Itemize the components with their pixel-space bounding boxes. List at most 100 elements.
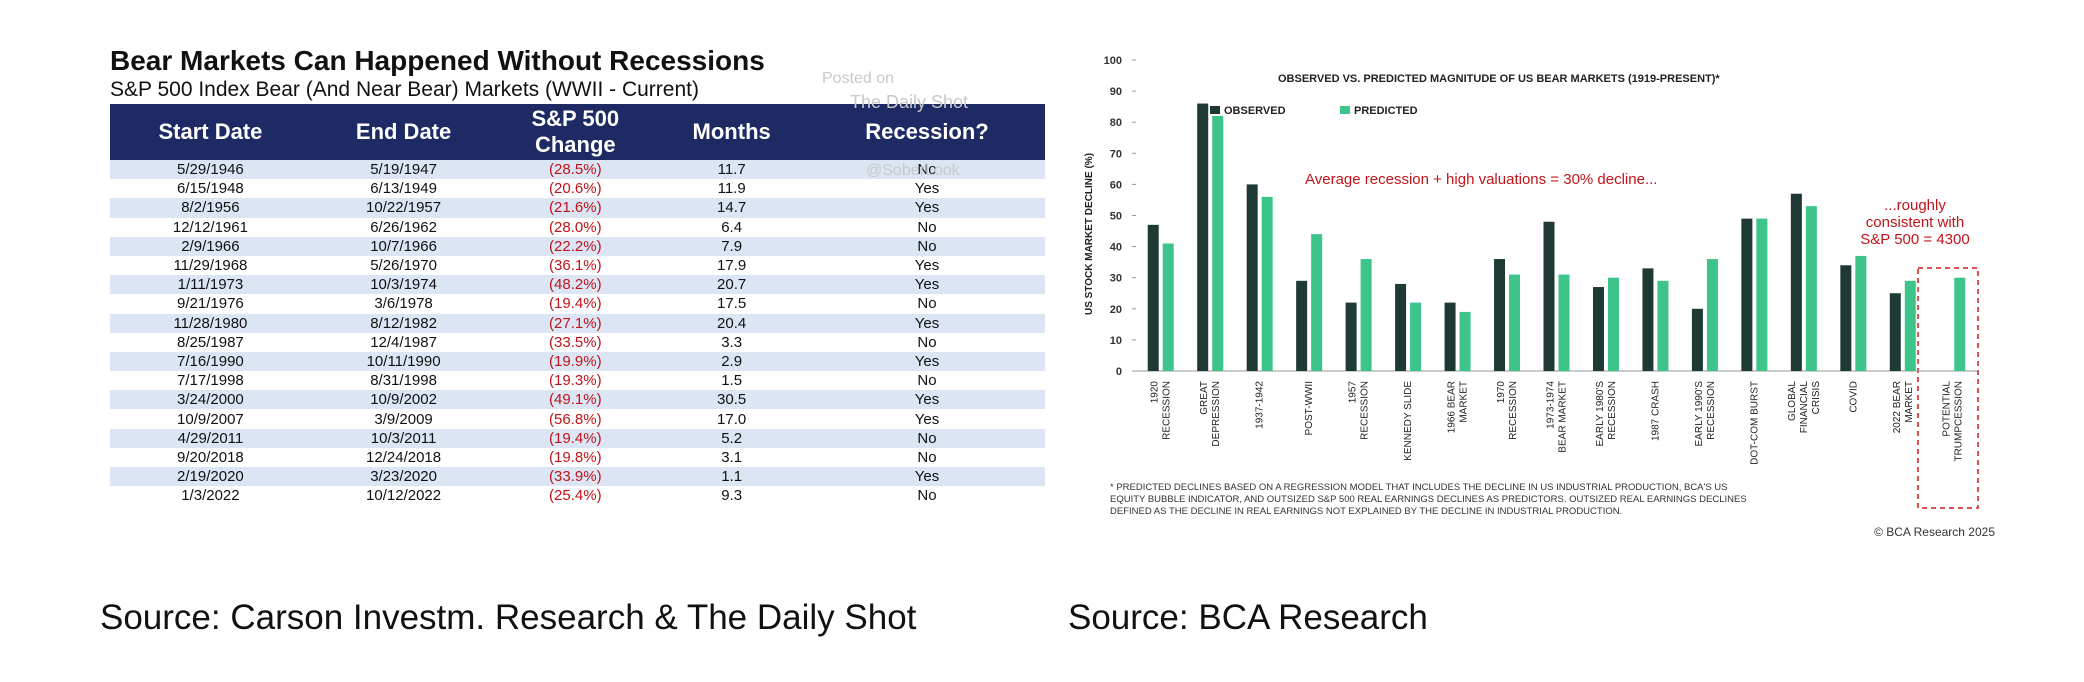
table-cell: 11/28/1980 <box>110 313 311 333</box>
bar <box>1360 259 1372 371</box>
table-cell: Yes <box>809 409 1045 429</box>
table-row: 12/12/1961 6/26/1962 (28.0%) 6.4 No <box>110 217 1045 237</box>
legend-swatch <box>1210 106 1220 114</box>
table-cell: No <box>809 294 1045 314</box>
table-cell: 3/23/2020 <box>310 467 497 487</box>
bar <box>1657 280 1669 371</box>
table-title: Bear Markets Can Happened Without Recess… <box>110 45 765 76</box>
bar <box>1855 255 1867 371</box>
bar <box>1558 274 1570 371</box>
x-tick-label: EARLY 1980'SRECESSION <box>1595 381 1618 447</box>
table-cell: 5/19/1947 <box>310 160 497 180</box>
bar <box>1261 196 1273 371</box>
bar <box>1607 277 1619 371</box>
table-cell: (19.4%) <box>496 428 655 448</box>
table-cell: (20.6%) <box>496 179 655 199</box>
table-cell: 20.7 <box>654 275 809 295</box>
table-cell: 6/13/1949 <box>310 179 497 199</box>
bar <box>1904 280 1916 371</box>
table-cell: (19.3%) <box>496 371 655 391</box>
table-cell: (48.2%) <box>496 275 655 295</box>
chart: OBSERVED VS. PREDICTED MAGNITUDE OF US B… <box>1084 55 1995 539</box>
table-cell: Yes <box>809 255 1045 276</box>
x-tick-label: 1957RECESSION <box>1348 381 1371 440</box>
table-cell: (27.1%) <box>496 313 655 333</box>
bar <box>1840 265 1852 371</box>
x-tick-label: EARLY 1990'SRECESSION <box>1694 381 1717 447</box>
table-cell: 10/3/1974 <box>310 275 497 295</box>
table-cell: 8/31/1998 <box>310 371 497 391</box>
table-row: 5/29/1946 5/19/1947 (28.5%) 11.7 No <box>110 160 1045 180</box>
column-header: Months <box>654 104 809 160</box>
credit: © BCA Research 2025 <box>1874 525 1995 539</box>
table-cell: 30.5 <box>654 390 809 410</box>
y-tick-label: 100 <box>1104 55 1122 67</box>
x-tick-label: 2022 BEARMARKET <box>1892 381 1915 433</box>
y-tick-label: 80 <box>1110 117 1122 129</box>
y-tick-label: 60 <box>1110 179 1122 191</box>
table-cell: (22.2%) <box>496 236 655 256</box>
table-cell: No <box>809 428 1045 448</box>
table-cell: Yes <box>809 275 1045 295</box>
table-row: 6/15/1948 6/13/1949 (20.6%) 11.9 Yes <box>110 179 1045 199</box>
bar <box>1345 302 1357 371</box>
y-tick-label: 70 <box>1110 148 1122 160</box>
table-row: 7/17/1998 8/31/1998 (19.3%) 1.5 No <box>110 371 1045 391</box>
x-tick-label: GREATDEPRESSION <box>1199 381 1222 447</box>
x-tick-label: KENNEDY SLIDE <box>1403 381 1414 461</box>
x-tick-label: 1970RECESSION <box>1496 381 1519 440</box>
table-cell: No <box>809 236 1045 256</box>
table-row: 10/9/2007 3/9/2009 (56.8%) 17.0 Yes <box>110 409 1045 429</box>
table-cell: (28.5%) <box>496 160 655 180</box>
table-cell: Yes <box>809 390 1045 410</box>
footnote: * PREDICTED DECLINES BASED ON A REGRESSI… <box>1110 482 1747 517</box>
table: Start Date End Date S&P 500 Change Months Re… <box>110 104 1045 506</box>
table-cell: 2/9/1966 <box>110 236 311 256</box>
table-row: 1/3/2022 10/12/2022 (25.4%) 9.3 No <box>110 486 1045 506</box>
table-cell: 1.1 <box>654 467 809 487</box>
table-cell: 7/16/1990 <box>110 351 311 372</box>
table-cell: 8/12/1982 <box>310 313 497 333</box>
table-cell: 17.0 <box>654 409 809 429</box>
table-cell: (19.8%) <box>496 447 655 467</box>
table-cell: (21.6%) <box>496 198 655 218</box>
table-cell: 6/26/1962 <box>310 217 497 237</box>
table-cell: 11.9 <box>654 179 809 199</box>
bar <box>1296 280 1308 371</box>
table-cell: 12/24/2018 <box>310 447 497 467</box>
y-tick-label: 30 <box>1110 273 1122 285</box>
bar <box>1756 218 1768 371</box>
table-cell: (25.4%) <box>496 486 655 506</box>
table-cell: 2.9 <box>654 351 809 372</box>
bar <box>1459 311 1471 371</box>
bar <box>1805 206 1817 371</box>
table-cell: No <box>809 447 1045 467</box>
table-cell: (49.1%) <box>496 390 655 410</box>
table-cell: No <box>809 217 1045 237</box>
table-cell: (56.8%) <box>496 409 655 429</box>
table-cell: 11/29/1968 <box>110 255 311 276</box>
table-cell: No <box>809 332 1045 352</box>
table-row: 2/19/2020 3/23/2020 (33.9%) 1.1 Yes <box>110 467 1045 487</box>
bar <box>1197 103 1209 371</box>
table-cell: 17.5 <box>654 294 809 314</box>
table-cell: 9/20/2018 <box>110 447 311 467</box>
y-tick-label: 10 <box>1110 335 1122 347</box>
table-cell: 1.5 <box>654 371 809 391</box>
bar <box>1509 274 1521 371</box>
table-cell: (19.9%) <box>496 351 655 372</box>
table-row: 3/24/2000 10/9/2002 (49.1%) 30.5 Yes <box>110 390 1045 410</box>
table-cell: 3/24/2000 <box>110 390 311 410</box>
table-cell: Yes <box>809 179 1045 199</box>
table-cell: 17.9 <box>654 255 809 276</box>
legend-label: PREDICTED <box>1354 105 1418 117</box>
column-header: Start Date <box>110 104 311 160</box>
source: Source: BCA Research <box>1068 598 1428 637</box>
bar <box>1444 302 1456 371</box>
bar <box>1410 302 1422 371</box>
table-cell: 10/12/2022 <box>310 486 497 506</box>
x-tick-label: POTENTIALTRUMPCESSION <box>1941 381 1964 462</box>
x-tick-label: 1937-1942 <box>1255 381 1266 429</box>
table-cell: Yes <box>809 467 1045 487</box>
